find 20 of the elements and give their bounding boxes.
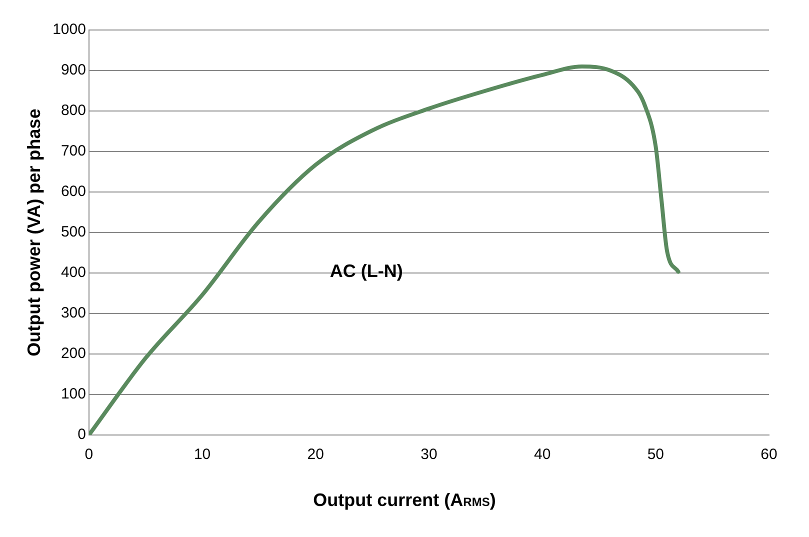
x-tick-label: 20 bbox=[307, 446, 324, 464]
y-axis-title: Output power (VA) per phase bbox=[24, 108, 44, 356]
line-series bbox=[88, 64, 680, 435]
y-tick-label: 200 bbox=[60, 345, 86, 362]
y-tick-label: 800 bbox=[60, 102, 86, 120]
y-tick-label: 300 bbox=[60, 304, 86, 322]
y-tick-label: 500 bbox=[60, 224, 86, 241]
y-tick-label: 600 bbox=[60, 183, 86, 200]
y-tick-label: 100 bbox=[60, 386, 86, 403]
y-tick-label: 900 bbox=[60, 62, 86, 79]
x-tick-label: 50 bbox=[647, 446, 664, 464]
y-tick-label: 400 bbox=[60, 264, 86, 282]
y-tick-label: 700 bbox=[60, 142, 86, 160]
x-tick-label: 60 bbox=[760, 446, 778, 464]
x-tick-label: 40 bbox=[534, 446, 551, 464]
x-tick-label: 30 bbox=[420, 446, 438, 464]
y-tick-label: 0 bbox=[78, 426, 86, 444]
text: AC (L-N) bbox=[330, 261, 403, 282]
y-tick-label: 1000 bbox=[52, 21, 86, 38]
x-tick-label: 10 bbox=[194, 446, 211, 464]
